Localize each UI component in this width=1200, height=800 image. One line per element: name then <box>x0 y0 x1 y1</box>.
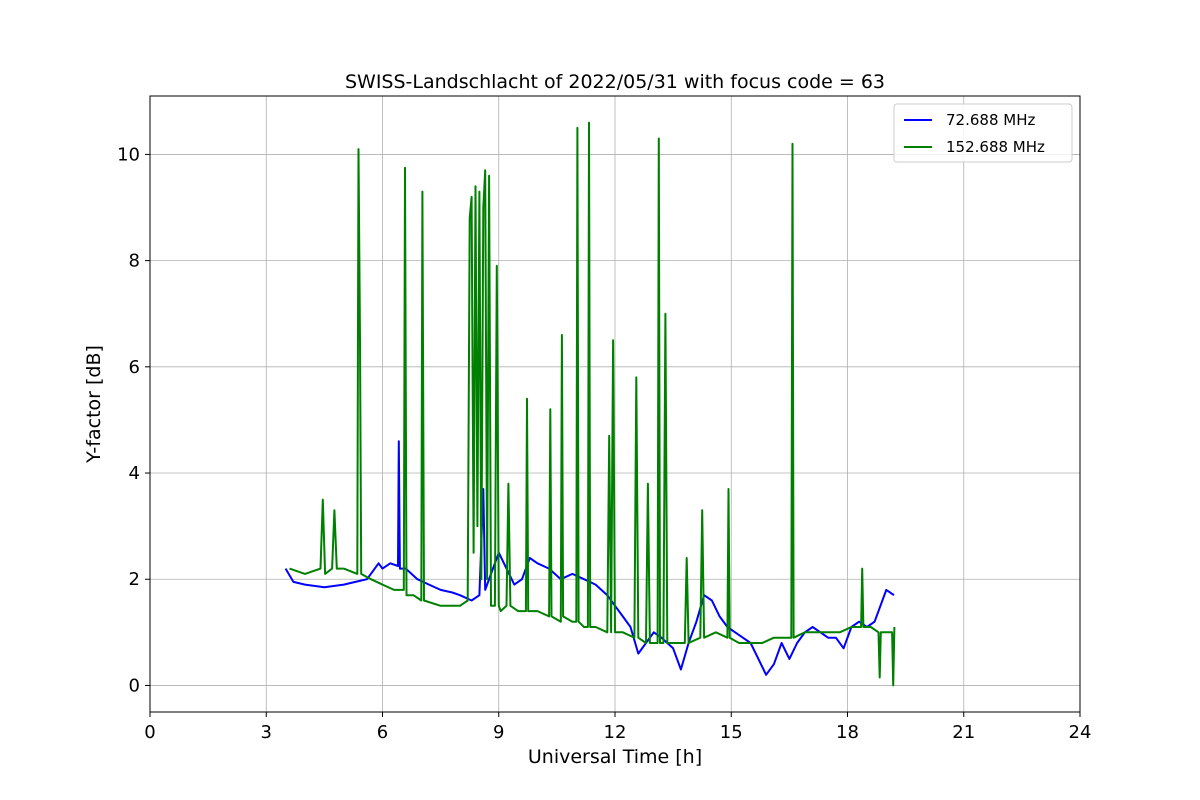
x-tick-label: 21 <box>952 722 975 743</box>
y-tick-label: 2 <box>129 569 140 590</box>
legend: 72.688 MHz 152.688 MHz <box>893 103 1073 163</box>
x-tick-label: 3 <box>261 722 272 743</box>
x-tick-label: 9 <box>493 722 504 743</box>
series-lines <box>284 121 896 687</box>
x-tick-label: 18 <box>836 722 859 743</box>
y-tick-label: 4 <box>129 463 140 484</box>
x-tick-label: 6 <box>377 722 388 743</box>
series-line-2 <box>289 121 896 687</box>
y-axis-label: Y-factor [dB] <box>83 345 105 464</box>
x-tick-label: 12 <box>604 722 627 743</box>
x-tick-label: 0 <box>144 722 155 743</box>
legend-label-1: 72.688 MHz <box>946 111 1035 129</box>
legend-label-2: 152.688 MHz <box>946 138 1045 156</box>
legend-box <box>893 103 1073 163</box>
x-tick-label: 24 <box>1069 722 1092 743</box>
chart-title: SWISS-Landschlacht of 2022/05/31 with fo… <box>345 71 885 93</box>
y-tick-label: 0 <box>129 675 140 696</box>
x-axis-label: Universal Time [h] <box>528 746 702 768</box>
y-tick-label: 8 <box>129 251 140 272</box>
y-tick-label: 6 <box>129 357 140 378</box>
x-tick-label: 15 <box>720 722 743 743</box>
y-tick-label: 10 <box>117 144 140 165</box>
